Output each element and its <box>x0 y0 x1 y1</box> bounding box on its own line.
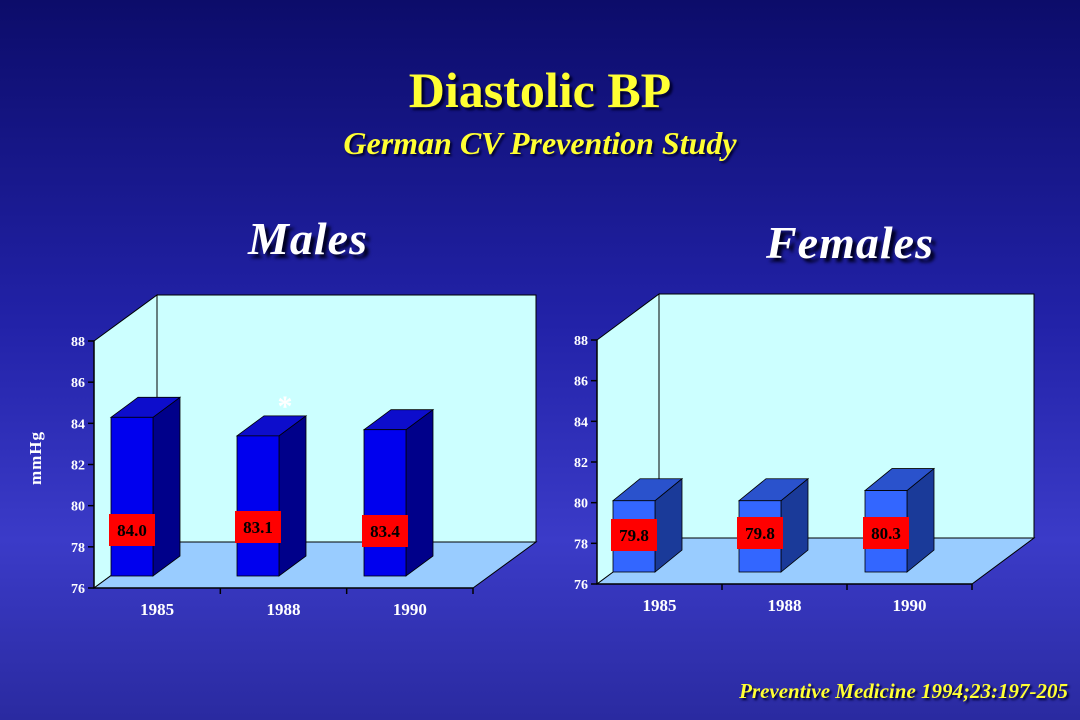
males-value-label: 83.4 <box>370 522 400 541</box>
males-value-label-bg <box>362 515 408 547</box>
females-value-label: 80.3 <box>871 524 901 543</box>
males-bar-side <box>278 415 307 577</box>
females-y-tick-label: 76 <box>574 578 588 593</box>
males-y-tick-label: 76 <box>71 582 85 597</box>
females-x-tick-label: 1990 <box>893 596 927 615</box>
males-y-tick-label: 88 <box>71 335 85 350</box>
females-y-tick-label: 82 <box>574 456 588 471</box>
males-significance-marker: * <box>278 390 293 423</box>
females-y-tick-label: 88 <box>574 334 588 349</box>
males-bar-1988 <box>236 435 280 577</box>
males-value-label: 83.1 <box>243 518 273 537</box>
females-value-label: 79.8 <box>745 524 775 543</box>
slide-title: Diastolic BP <box>408 62 672 118</box>
males-chart-title: Males <box>248 213 368 264</box>
males-y-tick-label: 78 <box>71 541 85 556</box>
males-bar-1985 <box>110 416 154 577</box>
females-chart: 76 78 80 82 84 86 88 79.8 1985 79.8 1988 80.3 1990 <box>574 293 1036 615</box>
females-y-tick-label: 80 <box>574 497 588 512</box>
males-value-label: 84.0 <box>117 521 147 540</box>
females-value-label-bg <box>737 517 783 549</box>
males-y-tick-label: 86 <box>71 376 85 391</box>
females-y-tick-label: 86 <box>574 375 588 390</box>
males-bar-1990 <box>363 429 407 577</box>
males-x-tick-label: 1988 <box>267 600 301 619</box>
males-y-tick-label: 80 <box>71 500 85 515</box>
males-bar-side <box>152 396 181 577</box>
males-x-tick-label: 1990 <box>393 600 427 619</box>
females-value-label-bg <box>611 519 657 551</box>
males-bar-side <box>405 408 434 577</box>
females-x-tick-label: 1985 <box>643 596 677 615</box>
males-value-label-bg <box>235 511 281 543</box>
slide-subtitle: German CV Prevention Study <box>343 125 737 161</box>
females-y-tick-label: 78 <box>574 537 588 552</box>
females-value-label: 79.8 <box>619 526 649 545</box>
males-x-tick-label: 1985 <box>140 600 174 619</box>
males-chart: 76 78 80 82 84 86 88 84.0 1985 83.1 1988 * 83.4 1990 <box>71 294 538 619</box>
males-y-tick-label: 82 <box>71 459 85 474</box>
citation: Preventive Medicine 1994;23:197-205 <box>739 679 1068 703</box>
males-back-wall <box>156 294 537 543</box>
males-value-label-bg <box>109 514 155 546</box>
females-chart-title: Females <box>766 217 934 268</box>
females-y-tick-label: 84 <box>574 415 588 430</box>
females-back-wall <box>658 293 1035 539</box>
females-x-tick-label: 1988 <box>768 596 802 615</box>
males-y-tick-label: 84 <box>71 417 85 432</box>
females-value-label-bg <box>863 517 909 549</box>
